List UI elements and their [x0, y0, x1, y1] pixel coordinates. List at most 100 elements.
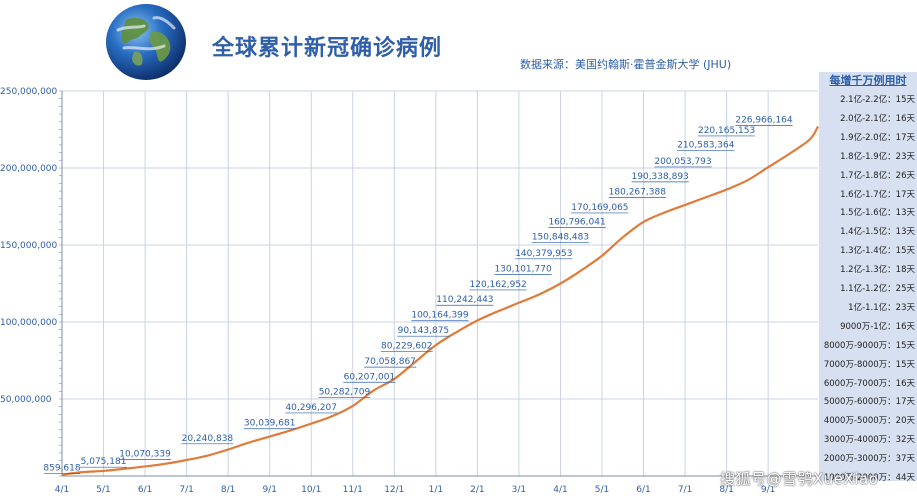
sidebar-row-range: 1.3亿-1.4亿：	[840, 246, 896, 257]
sidebar-row-range: 1.5亿-1.6亿：	[840, 208, 896, 219]
page-title: 全球累计新冠确诊病例	[212, 36, 443, 61]
sidebar-row-days: 16天	[895, 113, 915, 124]
sidebar-row-range: 2.0亿-2.1亿：	[840, 113, 896, 124]
sidebar-row-days: 16天	[895, 378, 915, 389]
y-tick-label: 100,000,000	[0, 318, 58, 328]
data-label: 190,338,893	[632, 172, 689, 182]
x-tick-label: 10/1	[301, 485, 321, 495]
sidebar-row: 1.5亿-1.6亿：13天	[819, 206, 915, 220]
sidebar-row-days: 20天	[895, 416, 915, 427]
sidebar-row: 3000万-4000万：32天	[819, 433, 915, 447]
x-tick-label: 3/1	[512, 485, 526, 495]
sidebar-row: 4000万-5000万：20天	[819, 414, 915, 428]
y-tick-label: 250,000,000	[0, 87, 58, 97]
data-label: 180,267,388	[609, 187, 667, 197]
data-label: 5,075,181	[81, 457, 127, 467]
sidebar-row-days: 37天	[895, 454, 915, 465]
data-label: 20,240,838	[182, 434, 234, 444]
x-tick-label: 11/1	[343, 485, 363, 495]
x-tick-label: 12/1	[384, 485, 404, 495]
sidebar-row: 9000万-1亿：16天	[819, 320, 915, 334]
data-label: 60,207,001	[344, 372, 396, 382]
y-tick-label: 150,000,000	[0, 241, 58, 251]
data-source: 数据来源：美国约翰斯·霍普金斯大学 (JHU)	[520, 58, 732, 71]
sidebar-row-range: 1.7亿-1.8亿：	[840, 170, 896, 181]
sidebar-row-days: 18天	[895, 265, 915, 276]
data-label: 210,583,364	[677, 141, 735, 151]
x-tick-label: 6/1	[138, 485, 152, 495]
x-tick-label: 5/1	[595, 485, 609, 495]
sidebar-row-days: 32天	[895, 435, 915, 446]
sidebar-row-range: 3000万-4000万：	[823, 435, 896, 446]
sidebar-title: 每增千万例用时	[829, 74, 907, 87]
sidebar-row-days: 23天	[895, 302, 915, 313]
sidebar-row-range: 6000万-7000万：	[823, 378, 896, 389]
sidebar-row-range: 1000万-2000万：	[823, 473, 896, 483]
x-tick-label: 4/1	[553, 485, 567, 495]
y-tick-label: 50,000,000	[0, 395, 52, 405]
sidebar-days-per-10m: 每增千万例用时 2.1亿-2.2亿：15天 2.0亿-2.1亿：16天 1.9亿-2…	[819, 72, 917, 483]
sidebar-row: 5000万-6000万：17天	[819, 395, 915, 409]
data-label: 140,379,953	[515, 249, 572, 259]
x-tick-label: 7/1	[179, 485, 193, 495]
sidebar-row-days: 44天	[895, 473, 915, 483]
sidebar-row: 1.3亿-1.4亿：15天	[819, 244, 915, 258]
sidebar-row-days: 15天	[895, 340, 915, 351]
sidebar-row: 1.6亿-1.7亿：17天	[819, 188, 915, 202]
axes: 50,000,000 100,000,000 150,000,000 200,000,…	[0, 87, 818, 495]
globe-image	[106, 4, 186, 80]
series-layer	[61, 125, 819, 476]
data-label: 40,296,207	[285, 403, 337, 413]
sidebar-row: 8000万-9000万：15天	[819, 339, 915, 353]
x-tick-label: 1/1	[429, 485, 443, 495]
sidebar-row: 1.1亿-1.2亿：25天	[819, 282, 915, 296]
data-label: 30,039,681	[244, 419, 296, 429]
sidebar-row-range: 2000万-3000万：	[823, 454, 896, 465]
sidebar-row: 1000万-2000万：44天	[819, 471, 915, 485]
sidebar-row-range: 1.1亿-1.2亿：	[840, 284, 896, 294]
sidebar-row: 1.7亿-1.8亿：26天	[819, 169, 915, 183]
series-line	[61, 125, 819, 476]
sidebar-row-range: 1亿-1.1亿：	[848, 302, 896, 313]
sidebar-row-days: 17天	[895, 189, 915, 200]
y-tick-label: 200,000,000	[0, 164, 58, 174]
sidebar-row: 1.2亿-1.3亿：18天	[819, 263, 915, 277]
sidebar-row-days: 25天	[895, 284, 915, 294]
sidebar-row-days: 17天	[895, 132, 915, 143]
sidebar-row: 1.9亿-2.0亿：17天	[819, 131, 915, 145]
sidebar-row-days: 13天	[895, 227, 915, 238]
sidebar-row: 1.8亿-1.9亿：23天	[819, 150, 915, 164]
sidebar-row-days: 23天	[895, 151, 915, 162]
x-tick-label: 6/1	[636, 485, 650, 495]
sidebar-row-range: 1.8亿-1.9亿：	[840, 151, 896, 162]
sidebar-row-days: 15天	[895, 95, 915, 105]
data-label: 10,070,339	[119, 449, 171, 459]
sidebar-row: 2000万-3000万：37天	[819, 452, 915, 466]
sidebar-row-range: 1.9亿-2.0亿：	[840, 132, 896, 143]
sidebar-row-days: 13天	[895, 208, 915, 219]
sidebar-row-range: 4000万-5000万：	[823, 416, 896, 427]
sidebar-row: 2.1亿-2.2亿：15天	[819, 93, 915, 107]
sidebar-row: 7000万-8000万：15天	[819, 358, 915, 372]
data-label: 110,242,443	[436, 295, 493, 305]
sidebar-row-range: 2.1亿-2.2亿：	[840, 95, 896, 105]
sidebar-row: 2.0亿-2.1亿：16天	[819, 112, 915, 126]
data-label: 160,796,041	[548, 217, 605, 227]
sidebar-row-days: 26天	[895, 170, 915, 181]
x-tick-label: 8/1	[221, 485, 235, 495]
sidebar-row-range: 1.6亿-1.7亿：	[840, 189, 896, 200]
data-label: 170,169,065	[571, 203, 628, 213]
data-label: 100,164,399	[411, 311, 469, 321]
sidebar-row: 6000万-7000万：16天	[819, 377, 915, 391]
data-label: 70,058,867	[364, 357, 416, 367]
sidebar-row-range: 9000万-1亿：	[840, 321, 896, 332]
data-label: 220,165,153	[698, 126, 755, 136]
sidebar-row-range: 1.2亿-1.3亿：	[840, 265, 896, 276]
sidebar-row-range: 1.4亿-1.5亿：	[840, 227, 896, 238]
data-label: 150,848,483	[532, 233, 589, 243]
x-tick-label: 9/1	[761, 485, 775, 495]
sidebar-row-days: 15天	[895, 359, 915, 370]
sidebar-row-range: 5000万-6000万：	[823, 397, 896, 408]
